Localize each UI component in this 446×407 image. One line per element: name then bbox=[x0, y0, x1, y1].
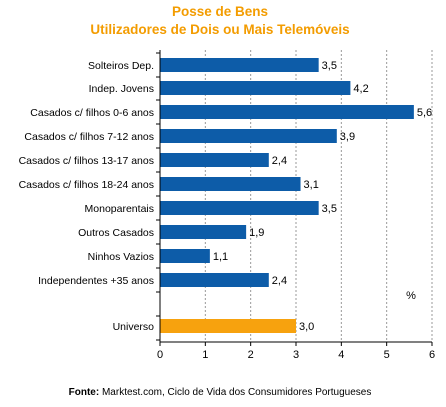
bar bbox=[160, 58, 319, 72]
value-label: 3,0 bbox=[299, 321, 314, 333]
axes: Solteiros Dep. Indep. Jovens Casados c/ fi… bbox=[19, 50, 435, 361]
bar bbox=[160, 81, 351, 95]
category-label: Casados c/ filhos 0-6 anos bbox=[30, 107, 154, 119]
category-label: Monoparentais bbox=[85, 203, 154, 215]
bar bbox=[160, 225, 247, 239]
chart-subtitle: Utilizadores de Dois ou Mais Telemóveis bbox=[90, 22, 349, 37]
source-label: Fonte: bbox=[69, 387, 100, 398]
category-label: Solteiros Dep. bbox=[88, 60, 154, 72]
source-note: Fonte: Marktest.com, Ciclo de Vida dos C… bbox=[69, 387, 372, 398]
bar bbox=[160, 273, 269, 287]
value-label: 3,1 bbox=[304, 179, 319, 191]
x-tick-label: 1 bbox=[202, 349, 208, 361]
category-label: Casados c/ filhos 13-17 anos bbox=[19, 155, 154, 167]
x-tick-label: 5 bbox=[384, 349, 390, 361]
value-label: 4,2 bbox=[353, 83, 368, 95]
value-label: 5,6 bbox=[417, 107, 432, 119]
value-label: 3,9 bbox=[340, 131, 355, 143]
bar bbox=[160, 249, 210, 263]
bar-highlight bbox=[160, 319, 296, 333]
chart-title: Posse de Bens bbox=[172, 4, 268, 19]
value-label: 3,5 bbox=[322, 203, 337, 215]
x-tick-label: 0 bbox=[157, 349, 163, 361]
category-label: Universo bbox=[113, 321, 155, 333]
category-label: Indep. Jovens bbox=[89, 83, 154, 95]
bar bbox=[160, 153, 269, 167]
bar bbox=[160, 201, 319, 215]
value-label: 3,5 bbox=[322, 60, 337, 72]
value-label: 1,9 bbox=[249, 227, 264, 239]
category-label: Casados c/ filhos 18-24 anos bbox=[19, 179, 154, 191]
bars: 3,54,25,63,92,43,13,51,91,12,43,0 bbox=[160, 58, 432, 333]
category-label: Ninhos Vazios bbox=[88, 251, 154, 263]
grid-lines bbox=[204, 50, 433, 342]
value-label: 1,1 bbox=[213, 251, 228, 263]
source-text: Marktest.com, Ciclo de Vida dos Consumid… bbox=[99, 387, 371, 398]
x-tick-label: 6 bbox=[429, 349, 435, 361]
unit-label: % bbox=[406, 290, 416, 302]
x-tick-label: 3 bbox=[293, 349, 299, 361]
x-tick-label: 2 bbox=[248, 349, 254, 361]
value-label: 2,4 bbox=[272, 155, 287, 167]
category-label: Casados c/ filhos 7-12 anos bbox=[24, 131, 154, 143]
x-tick-label: 4 bbox=[338, 349, 344, 361]
category-label: Outros Casados bbox=[78, 227, 154, 239]
bar bbox=[160, 129, 337, 143]
bar bbox=[160, 105, 414, 119]
value-label: 2,4 bbox=[272, 275, 287, 287]
category-label: Independentes +35 anos bbox=[38, 275, 154, 287]
bar bbox=[160, 177, 301, 191]
